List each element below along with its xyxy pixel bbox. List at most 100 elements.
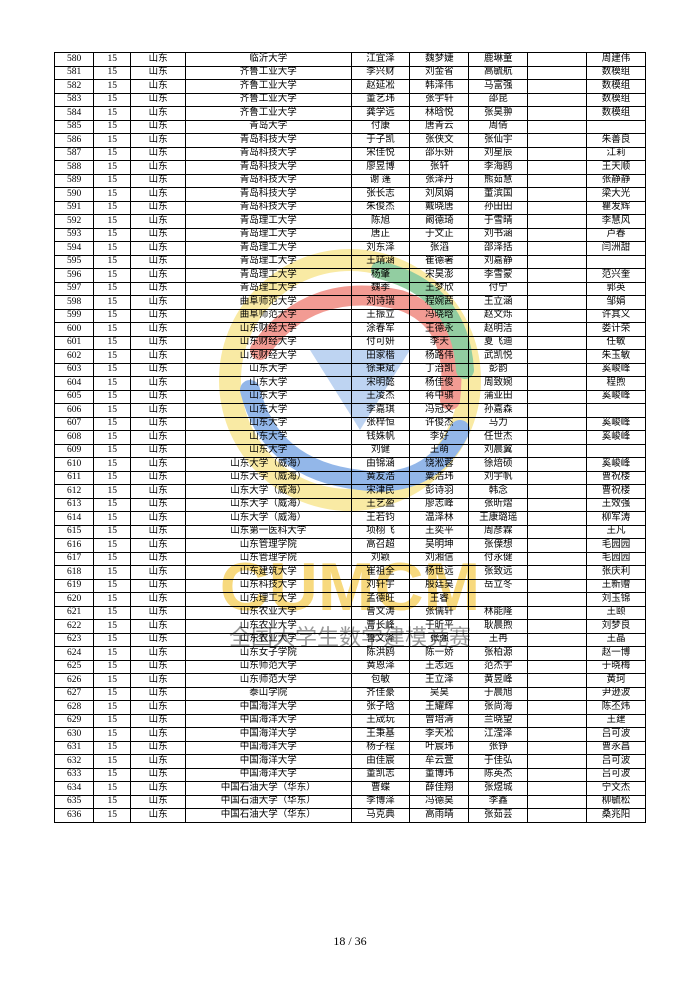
table-cell: 曹文涛 (351, 606, 410, 620)
table-cell: 刘嘉静 (469, 255, 528, 269)
table-cell: 娄计荣 (587, 323, 646, 337)
table-cell: 董凯志 (351, 768, 410, 782)
table-cell: 张傈想 (469, 539, 528, 553)
table-row: 59515山东青岛理工大学王靖涵崔德署刘嘉静 (55, 255, 646, 269)
table-cell: 山东女子学院 (185, 647, 351, 661)
table-cell: 邵乐妍 (410, 147, 469, 161)
table-cell: 于晓梅 (587, 660, 646, 674)
table-cell: 尹逊波 (587, 687, 646, 701)
table-cell: 15 (94, 323, 131, 337)
table-cell: 山东财经大学 (185, 323, 351, 337)
table-row: 62015山东山东理工大学孟德旺王睿刘玉锦 (55, 593, 646, 607)
table-cell: 由佳宸 (351, 755, 410, 769)
table-cell: 吴昊 (410, 687, 469, 701)
table-cell (528, 458, 587, 472)
table-cell: 王秉基 (351, 728, 410, 742)
table-cell: 635 (55, 795, 94, 809)
table-cell: 温泽林 (410, 512, 469, 526)
table-cell: 王新赠 (587, 579, 646, 593)
table-cell: 15 (94, 444, 131, 458)
table-cell: 张静静 (587, 174, 646, 188)
table-cell: 山东农业大学 (185, 620, 351, 634)
table-cell: 王凌杰 (351, 390, 410, 404)
table-cell (528, 593, 587, 607)
table-cell: 15 (94, 579, 131, 593)
table-cell: 15 (94, 201, 131, 215)
table-cell: 山东 (131, 633, 186, 647)
table-row: 61615山东山东管理学院高召超吴明坤张傈想毛园园 (55, 539, 646, 553)
table-cell: 青岛科技大学 (185, 161, 351, 175)
table-cell: 609 (55, 444, 94, 458)
table-cell: 吕可波 (587, 768, 646, 782)
table-cell: 600 (55, 323, 94, 337)
table-row: 63515山东中国石油大学（华东）李博泽冯德昊李鑫柳毓松 (55, 795, 646, 809)
table-cell: 603 (55, 363, 94, 377)
table-cell: 山东 (131, 147, 186, 161)
table-cell: 项栩飞 (351, 525, 410, 539)
table-cell: 阚德琦 (410, 215, 469, 229)
table-cell: 张子晗 (351, 701, 410, 715)
table-cell: 山东 (131, 741, 186, 755)
table-cell: 包敏 (351, 674, 410, 688)
table-cell: 山东 (131, 458, 186, 472)
table-cell: 王艺盈 (351, 498, 410, 512)
table-cell: 15 (94, 701, 131, 715)
table-cell: 殷廷昊 (410, 579, 469, 593)
table-cell (528, 66, 587, 80)
table-cell: 孙田田 (469, 201, 528, 215)
table-cell: 冯冠文 (410, 404, 469, 418)
table-cell (528, 606, 587, 620)
table-row: 62615山东山东师范大学包敏王立泽黄昱峰黄珂 (55, 674, 646, 688)
table-cell: 621 (55, 606, 94, 620)
table-cell: 许其义 (587, 309, 646, 323)
table-cell: 马力 (469, 417, 528, 431)
table-cell: 15 (94, 404, 131, 418)
table-cell: 青岛理工大学 (185, 242, 351, 256)
table-row: 58815山东青岛科技大学廖昱博张轩李海鸥王天顺 (55, 161, 646, 175)
table-cell: 张致远 (469, 566, 528, 580)
table-row: 61115山东山东大学（威海）黄友浩粟浩玮刘宇帆曹祝楼 (55, 471, 646, 485)
table-cell: 刘书涵 (469, 228, 528, 242)
table-cell: 王立涵 (469, 296, 528, 310)
table-cell (528, 633, 587, 647)
table-cell: 王康璐瑶 (469, 512, 528, 526)
table-cell: 青岛理工大学 (185, 228, 351, 242)
table-cell: 饶淞蓉 (410, 458, 469, 472)
table-cell: 林晗悦 (410, 107, 469, 121)
table-cell: 山东财经大学 (185, 350, 351, 364)
table-cell: 齐鲁工业大学 (185, 66, 351, 80)
table-cell: 泰山学院 (185, 687, 351, 701)
table-cell (528, 242, 587, 256)
table-cell: 山东 (131, 674, 186, 688)
table-cell: 吴明坤 (410, 539, 469, 553)
table-row: 60115山东山东财经大学付可妍李天夏飞迪任敏 (55, 336, 646, 350)
table-row: 62515山东山东师范大学黄恩泽王志远范杰宇于晓梅 (55, 660, 646, 674)
table-cell: 张煜城 (469, 782, 528, 796)
table-cell (528, 255, 587, 269)
table-cell: 山东大学 (185, 404, 351, 418)
table-cell: 刘梦良 (587, 620, 646, 634)
table-cell: 赵延凇 (351, 80, 410, 94)
table-row: 63215山东中国海洋大学由佳宸牟云萱于佳弘吕可波 (55, 755, 646, 769)
table-cell: 15 (94, 431, 131, 445)
table-cell: 江滢泽 (469, 728, 528, 742)
table-cell: 高雨晴 (410, 809, 469, 823)
table-row: 59615山东青岛理工大学杨肇宋昊澎李雪蒙范兴奎 (55, 269, 646, 283)
table-cell: 627 (55, 687, 94, 701)
table-cell: 15 (94, 188, 131, 202)
table-cell: 崔祖全 (351, 566, 410, 580)
table-cell: 山东 (131, 215, 186, 229)
table-row: 58515山东青岛大学付康唐青云周倩 (55, 120, 646, 134)
table-cell (528, 674, 587, 688)
table-cell: 曹长峰 (351, 620, 410, 634)
table-cell: 山东 (131, 728, 186, 742)
table-cell: 刘宇帆 (469, 471, 528, 485)
table-cell: 15 (94, 660, 131, 674)
table-cell: 李天 (410, 336, 469, 350)
table-cell: 蒲亚田 (469, 390, 528, 404)
table-cell: 山东 (131, 593, 186, 607)
table-cell (528, 579, 587, 593)
table-cell (528, 701, 587, 715)
table-cell: 于佳弘 (469, 755, 528, 769)
table-cell: 山东 (131, 269, 186, 283)
